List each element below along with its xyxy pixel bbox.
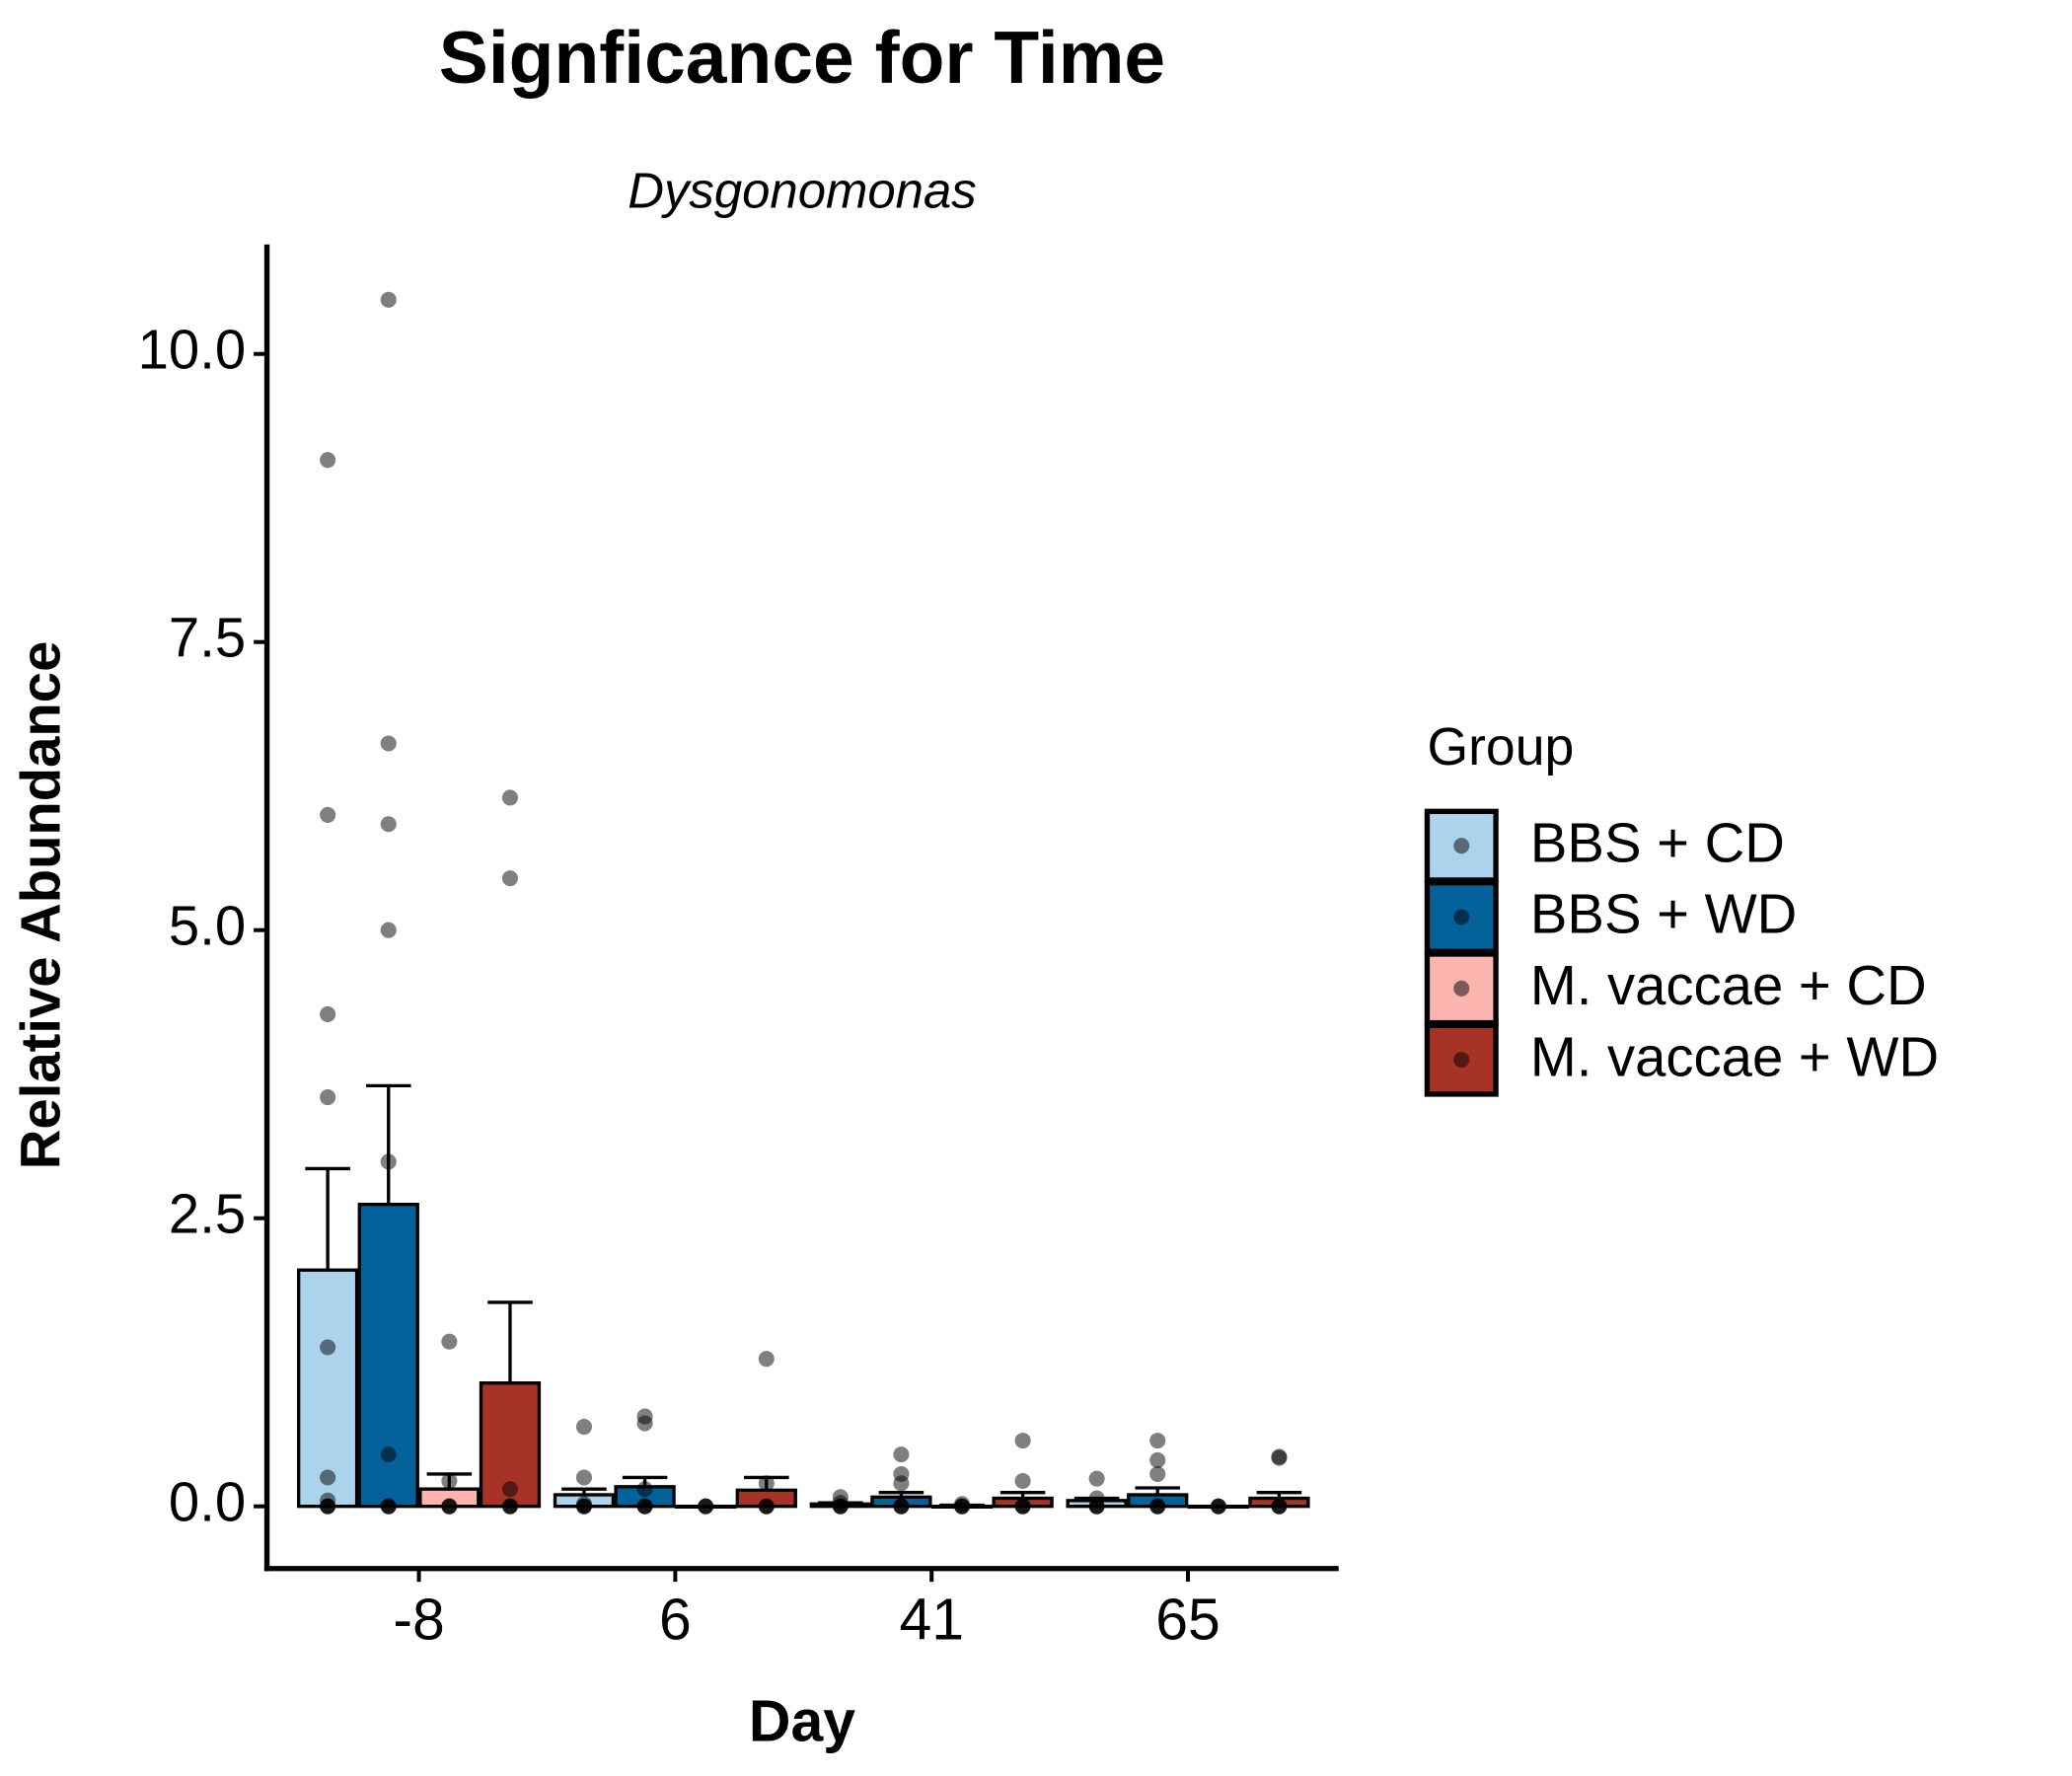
data-point: [832, 1498, 849, 1515]
legend-key-dot: [1453, 980, 1470, 997]
data-point: [953, 1498, 971, 1515]
data-point: [575, 1419, 593, 1436]
data-point: [320, 1089, 336, 1106]
data-point: [636, 1481, 653, 1498]
error-bar: [1135, 1486, 1180, 1496]
data-point: [380, 291, 397, 308]
data-point: [1088, 1498, 1105, 1515]
data-point: [893, 1498, 910, 1515]
data-point: [501, 789, 519, 806]
legend-label: M. vaccae + CD: [1530, 954, 1927, 1016]
data-point: [1149, 1498, 1166, 1515]
y-tick-label: 2.5: [169, 1183, 246, 1245]
data-point: [501, 1498, 519, 1515]
data-point: [893, 1475, 910, 1492]
data-point: [758, 1498, 775, 1515]
data-point: [501, 1481, 519, 1498]
data-point: [380, 922, 397, 938]
legend-label: M. vaccae + WD: [1530, 1025, 1939, 1087]
data-point: [1014, 1498, 1031, 1515]
x-axis-label: Day: [749, 1690, 855, 1754]
legend-key-dot: [1453, 838, 1470, 854]
data-point: [1149, 1433, 1166, 1449]
legend-key-dot: [1453, 909, 1470, 925]
error-bar: [305, 1166, 350, 1271]
legend-label: BBS + CD: [1530, 811, 1785, 873]
data-point: [320, 1469, 336, 1486]
data-point: [441, 1472, 458, 1490]
y-tick-label: 7.5: [169, 607, 246, 669]
data-point: [698, 1498, 714, 1515]
error-bar: [999, 1490, 1046, 1499]
data-point: [320, 1339, 336, 1356]
data-point: [893, 1446, 910, 1463]
data-point: [758, 1475, 775, 1492]
data-point: [441, 1498, 458, 1515]
data-point: [1014, 1433, 1031, 1449]
data-point: [1210, 1498, 1226, 1515]
data-point: [501, 870, 519, 887]
x-tick-label: 65: [1155, 1589, 1221, 1653]
data-point: [1149, 1465, 1166, 1483]
data-point: [758, 1351, 775, 1368]
error-bar: [1256, 1490, 1302, 1499]
y-tick-label: 0.0: [169, 1471, 246, 1533]
error-bar: [487, 1300, 533, 1383]
y-axis-label: Relative Abundance: [9, 641, 71, 1170]
bar: [297, 1268, 359, 1509]
legend-label: BBS + WD: [1530, 883, 1797, 945]
data-point: [320, 1005, 336, 1022]
error-bar: [878, 1490, 925, 1498]
legend-key-dot: [1453, 1052, 1470, 1069]
chart-subtitle: Dysgonomonas: [628, 162, 977, 218]
chart-title: Signficance for Time: [439, 16, 1165, 99]
data-point: [575, 1469, 593, 1486]
data-point: [1149, 1451, 1166, 1468]
error-bar: [365, 1083, 411, 1205]
y-tick-label: 10.0: [138, 319, 246, 381]
data-point: [636, 1415, 653, 1432]
data-point: [636, 1498, 653, 1515]
data-point: [380, 1446, 397, 1463]
data-point: [441, 1333, 458, 1350]
data-point: [1088, 1470, 1105, 1487]
data-point: [380, 1153, 397, 1170]
x-tick-label: 6: [659, 1589, 692, 1653]
data-point: [320, 1498, 336, 1515]
data-point: [380, 1498, 397, 1515]
data-point: [1271, 1498, 1288, 1515]
y-tick-label: 5.0: [169, 895, 246, 957]
data-point: [320, 806, 336, 823]
data-point: [575, 1498, 593, 1515]
data-point: [380, 816, 397, 833]
data-point: [380, 735, 397, 752]
data-point: [1014, 1472, 1031, 1490]
data-point: [320, 452, 336, 469]
x-tick-label: 41: [899, 1589, 964, 1653]
x-tick-label: -8: [393, 1589, 444, 1653]
error-bar: [561, 1487, 607, 1496]
legend-title: Group: [1427, 718, 1574, 777]
data-point: [1271, 1449, 1288, 1466]
